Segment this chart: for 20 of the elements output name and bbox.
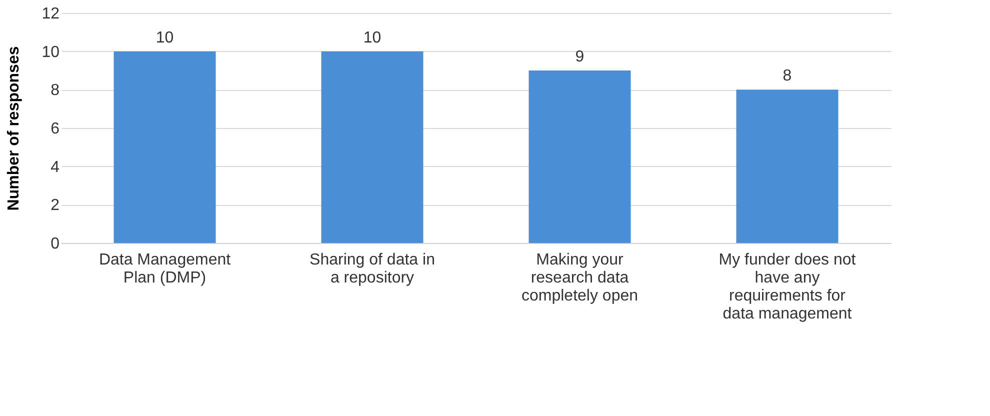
y-tick-label: 4 [50,158,60,176]
x-tick-label: Sharing of data in a repository [310,252,435,286]
y-tick-label: 12 [42,6,60,22]
y-tick-label: 8 [50,82,60,100]
y-axis-title: Number of responses [6,46,23,211]
y-tick-label: 10 [42,44,60,61]
bar [736,90,838,243]
x-tick-label: Making your research data completely open [521,252,638,304]
x-tick-label: Data Management Plan (DMP) [98,252,232,286]
x-tick-label: My funder does not have any requirements for data management [718,252,856,322]
bar [528,70,631,243]
data-label: 9 [575,48,584,66]
bar [321,51,424,243]
y-tick-label: 6 [50,120,60,138]
bar [114,51,216,243]
y-tick-label: 0 [50,236,60,252]
y-tick-label: 2 [50,197,60,214]
data-label: 10 [363,29,382,46]
data-label: 8 [782,68,792,85]
data-label: 10 [156,29,174,46]
